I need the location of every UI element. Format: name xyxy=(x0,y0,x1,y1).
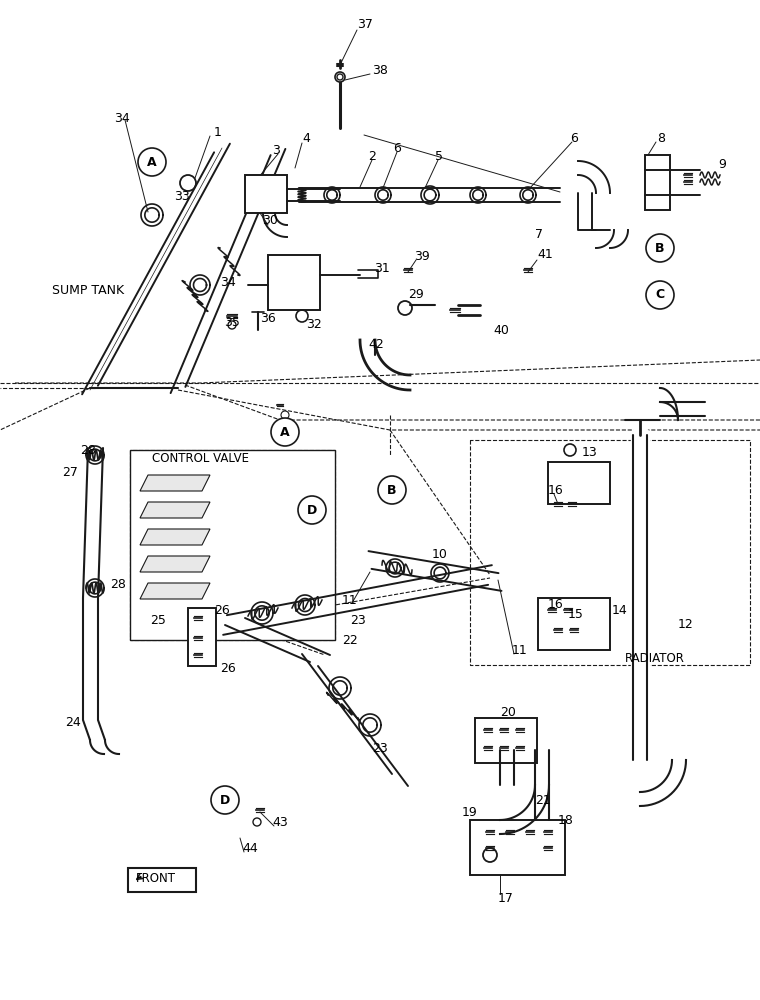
Bar xyxy=(130,450,335,640)
Text: 15: 15 xyxy=(568,608,584,621)
Text: B: B xyxy=(388,484,397,496)
Text: 29: 29 xyxy=(408,288,424,302)
Text: 42: 42 xyxy=(368,338,384,352)
Text: 44: 44 xyxy=(242,842,258,854)
Bar xyxy=(548,462,610,504)
Bar xyxy=(245,175,287,213)
Text: 31: 31 xyxy=(374,261,390,274)
Text: 2: 2 xyxy=(368,150,376,163)
Text: 21: 21 xyxy=(535,794,551,806)
Text: 10: 10 xyxy=(432,548,448,562)
Text: 7: 7 xyxy=(535,229,543,241)
Text: 6: 6 xyxy=(570,131,578,144)
Text: 11: 11 xyxy=(512,644,527,656)
Text: 20: 20 xyxy=(500,706,516,718)
Circle shape xyxy=(646,234,674,262)
Text: B: B xyxy=(655,241,665,254)
Text: 8: 8 xyxy=(657,131,665,144)
Text: 41: 41 xyxy=(537,248,553,261)
Bar xyxy=(470,820,565,875)
Text: 37: 37 xyxy=(357,18,373,31)
Circle shape xyxy=(211,786,239,814)
Text: 17: 17 xyxy=(498,892,514,904)
Circle shape xyxy=(378,476,406,504)
Circle shape xyxy=(646,281,674,309)
Text: 5: 5 xyxy=(435,150,443,163)
Text: 38: 38 xyxy=(372,64,388,77)
Text: D: D xyxy=(307,504,317,516)
Text: 30: 30 xyxy=(262,214,278,227)
Text: 14: 14 xyxy=(612,603,628,616)
Text: SUMP TANK: SUMP TANK xyxy=(52,284,124,296)
Text: 6: 6 xyxy=(393,141,401,154)
Text: 43: 43 xyxy=(272,816,288,828)
Text: 18: 18 xyxy=(558,814,574,826)
Text: 34: 34 xyxy=(220,276,236,290)
Polygon shape xyxy=(140,475,210,491)
Bar xyxy=(188,608,216,666)
Text: 23: 23 xyxy=(372,742,388,754)
Bar xyxy=(475,718,537,763)
Bar xyxy=(268,255,320,310)
Text: 40: 40 xyxy=(493,324,509,336)
Text: 36: 36 xyxy=(260,312,276,324)
Circle shape xyxy=(335,72,345,82)
Text: 12: 12 xyxy=(678,618,694,632)
Text: 27: 27 xyxy=(62,466,78,479)
Text: 26: 26 xyxy=(214,603,230,616)
Text: C: C xyxy=(655,288,664,302)
Text: 34: 34 xyxy=(114,111,130,124)
Text: 1: 1 xyxy=(214,125,222,138)
Text: A: A xyxy=(147,155,157,168)
Text: 25: 25 xyxy=(150,613,166,626)
Text: 16: 16 xyxy=(548,484,564,496)
Text: 28: 28 xyxy=(80,444,96,456)
Circle shape xyxy=(271,418,299,446)
Text: 33: 33 xyxy=(174,190,190,202)
Text: RADIATOR: RADIATOR xyxy=(625,652,685,664)
Bar xyxy=(128,868,196,892)
Text: 24: 24 xyxy=(65,716,81,728)
Polygon shape xyxy=(140,583,210,599)
Text: 13: 13 xyxy=(582,446,598,458)
Circle shape xyxy=(298,496,326,524)
Text: 39: 39 xyxy=(414,249,429,262)
Text: FRONT: FRONT xyxy=(136,871,176,884)
Text: 35: 35 xyxy=(224,316,240,328)
Text: 11: 11 xyxy=(342,593,358,606)
Polygon shape xyxy=(140,502,210,518)
Text: 16: 16 xyxy=(548,598,564,611)
Text: A: A xyxy=(280,426,290,438)
Text: 23: 23 xyxy=(350,613,366,626)
Text: 28: 28 xyxy=(110,578,126,591)
Text: 26: 26 xyxy=(220,662,236,674)
Text: 32: 32 xyxy=(306,318,321,332)
Text: 3: 3 xyxy=(272,143,280,156)
Bar xyxy=(645,155,670,210)
Text: 4: 4 xyxy=(302,131,310,144)
Text: 19: 19 xyxy=(462,806,478,818)
Text: CONTROL VALVE: CONTROL VALVE xyxy=(152,452,249,464)
Polygon shape xyxy=(140,529,210,545)
Circle shape xyxy=(138,148,166,176)
Polygon shape xyxy=(140,556,210,572)
Text: 9: 9 xyxy=(718,158,726,172)
Text: 22: 22 xyxy=(342,634,358,647)
Text: D: D xyxy=(220,794,230,806)
Bar xyxy=(538,598,610,650)
